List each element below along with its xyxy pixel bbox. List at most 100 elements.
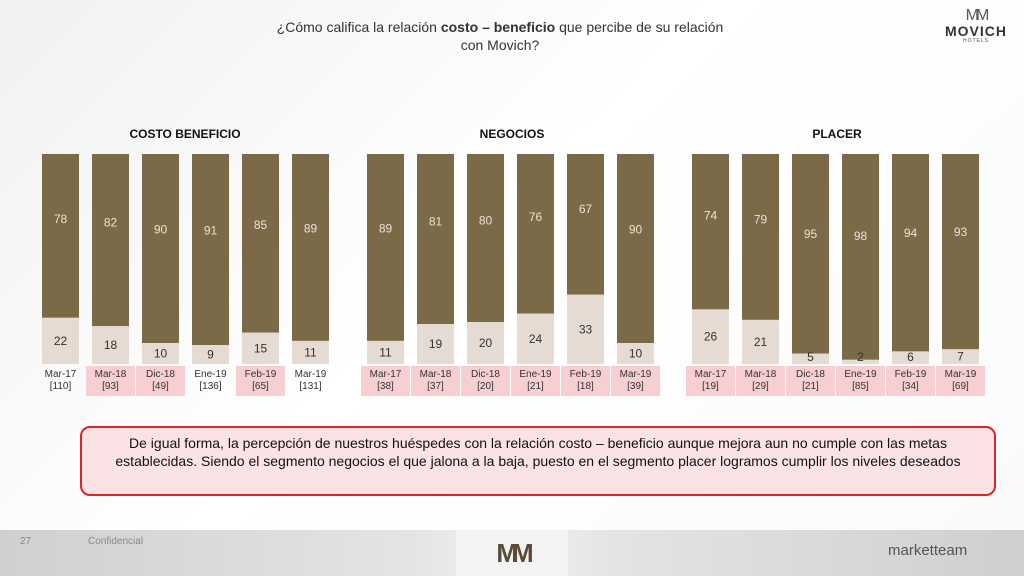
- category-label: Dic-18: [471, 369, 500, 380]
- data-label-high: 91: [204, 223, 218, 237]
- bar-segment-low: [942, 349, 979, 364]
- title-line2: con Movich?: [460, 37, 540, 53]
- bar-segment-low: [142, 343, 179, 364]
- confidential-label: Confidencial: [88, 536, 144, 547]
- base-label: [93]: [102, 381, 119, 392]
- category-label: Mar-17: [370, 369, 402, 380]
- data-label-low: 18: [104, 338, 118, 352]
- logo-mark: MM: [965, 7, 990, 24]
- bar-segment-high: [617, 154, 654, 343]
- category-label: Mar-18: [95, 369, 127, 380]
- data-label-low: 22: [54, 334, 68, 348]
- data-label-low: 6: [907, 350, 914, 364]
- footer-logo-mark: MM: [496, 538, 533, 568]
- bar-segment-low: [417, 324, 454, 364]
- base-label: [19]: [702, 381, 719, 392]
- bar-segment-high: [792, 154, 829, 354]
- bar-segment-high: [842, 154, 879, 360]
- panel-title-costo-beneficio: COSTO BENEFICIO: [129, 127, 241, 141]
- data-label-high: 90: [629, 222, 643, 236]
- bar-segment-high: [142, 154, 179, 343]
- data-label-low: 10: [154, 347, 168, 361]
- bar-segment-high: [292, 154, 329, 341]
- data-label-low: 5: [807, 350, 814, 364]
- data-label-high: 89: [304, 221, 318, 235]
- data-label-high: 85: [254, 218, 268, 232]
- category-label: Mar-18: [420, 369, 452, 380]
- data-label-high: 94: [904, 226, 918, 240]
- conclusion-note: De igual forma, la percepción de nuestro…: [80, 426, 996, 496]
- bar-segment-high: [567, 154, 604, 295]
- category-label: Mar-19: [945, 369, 977, 380]
- base-label: [38]: [377, 381, 394, 392]
- page-number: 27: [20, 536, 32, 547]
- category-label: Feb-19: [895, 369, 927, 380]
- bar-segment-high: [367, 154, 404, 341]
- base-label: [37]: [427, 381, 444, 392]
- data-label-low: 24: [529, 332, 543, 346]
- label-highlight: [936, 366, 985, 396]
- label-highlight: [786, 366, 835, 396]
- bar-segment-low: [842, 359, 879, 364]
- bar-segment-high: [242, 154, 279, 333]
- data-label-high: 76: [529, 210, 543, 224]
- bar-segment-high: [692, 154, 729, 310]
- panel-title-negocios: NEGOCIOS: [479, 127, 545, 141]
- marketteam-logo: marketteam: [888, 542, 968, 559]
- bar-segment-low: [617, 343, 654, 364]
- label-highlight: [361, 366, 410, 396]
- bar-segment-low: [892, 351, 929, 364]
- slide-title: ¿Cómo califica la relación costo – benef…: [230, 18, 770, 54]
- panel-title-placer: PLACER: [812, 127, 862, 141]
- bar-segment-low: [92, 326, 129, 364]
- data-label-low: 15: [254, 341, 268, 355]
- label-highlight: [736, 366, 785, 396]
- label-highlight: [511, 366, 560, 396]
- base-label: [69]: [952, 381, 969, 392]
- category-label: Dic-18: [796, 369, 825, 380]
- data-label-high: 82: [104, 215, 118, 229]
- label-highlight: [236, 366, 285, 396]
- base-label: [85]: [852, 381, 869, 392]
- data-label-low: 33: [579, 322, 593, 336]
- data-label-high: 93: [954, 225, 968, 239]
- bar-segment-low: [42, 317, 79, 364]
- data-label-high: 80: [479, 214, 493, 228]
- data-label-low: 10: [629, 347, 643, 361]
- data-label-high: 67: [579, 202, 593, 216]
- bar-segment-high: [942, 154, 979, 350]
- base-label: [39]: [627, 381, 644, 392]
- bar-segment-high: [417, 154, 454, 325]
- data-label-low: 19: [429, 337, 443, 351]
- category-label: Mar-17: [695, 369, 727, 380]
- label-highlight: [86, 366, 135, 396]
- data-label-high: 74: [704, 208, 718, 222]
- data-label-high: 79: [754, 213, 768, 227]
- category-label: Mar-19: [295, 369, 327, 380]
- bar-segment-low: [242, 332, 279, 364]
- bar-segment-high: [517, 154, 554, 314]
- title-post: que percibe de su relación: [555, 19, 724, 35]
- category-label: Ene-19: [844, 369, 877, 380]
- logo-name: MOVICH: [945, 23, 1007, 39]
- data-label-high: 89: [379, 221, 393, 235]
- category-label: Ene-19: [194, 369, 227, 380]
- label-highlight: [686, 366, 735, 396]
- footer-band: 27 Confidencial MM marketteam: [0, 530, 1024, 576]
- base-label: [34]: [902, 381, 919, 392]
- base-label: [21]: [802, 381, 819, 392]
- title-pre: ¿Cómo califica la relación: [276, 19, 441, 35]
- logo-sub: HOTELS: [962, 38, 989, 44]
- bar-segment-low: [292, 340, 329, 364]
- base-label: [110]: [50, 381, 72, 392]
- data-label-low: 2: [857, 350, 864, 364]
- category-label: Feb-19: [570, 369, 602, 380]
- bar-segment-low: [367, 340, 404, 364]
- bar-segment-high: [192, 154, 229, 346]
- bar-segment-high: [92, 154, 129, 327]
- base-label: [65]: [252, 381, 269, 392]
- category-label: Mar-19: [620, 369, 652, 380]
- footer-logo: MM: [456, 530, 568, 576]
- bar-segment-low: [192, 345, 229, 364]
